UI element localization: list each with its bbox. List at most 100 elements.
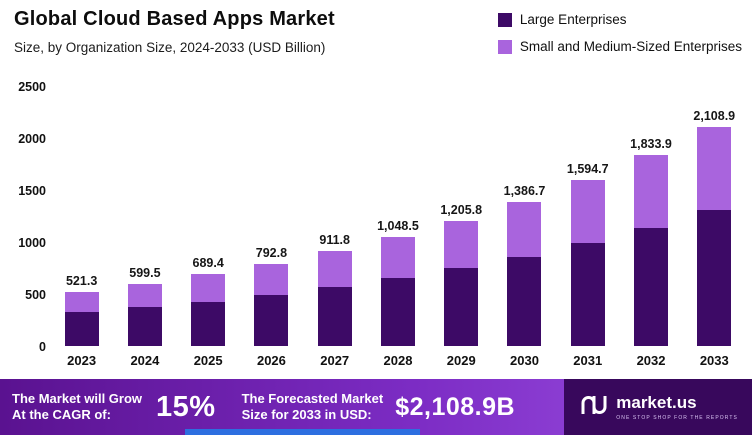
- cagr-value: 15%: [156, 390, 216, 423]
- bar-segment-sme: [317, 251, 352, 288]
- bar-total-label: 1,594.7: [566, 162, 609, 177]
- forecast-label-line2: Size for 2033 in USD:: [241, 407, 372, 422]
- x-axis-label: 2023: [67, 352, 97, 368]
- forecast-label: The Forecasted Market Size for 2033 in U…: [230, 391, 384, 424]
- legend: Large Enterprises Small and Medium-Sized…: [497, 8, 742, 55]
- bar-segment-large-enterprises: [570, 243, 605, 346]
- bar-segment-large-enterprises: [64, 312, 99, 346]
- marketus-logo-icon: [580, 394, 608, 421]
- bar-segment-sme: [444, 220, 479, 269]
- header: Global Cloud Based Apps Market Size, by …: [14, 8, 742, 55]
- x-axis-label: 2031: [573, 352, 603, 368]
- y-tick-label: 0: [39, 340, 46, 354]
- bar-segment-sme: [64, 291, 99, 313]
- bar-segment-large-enterprises: [380, 278, 415, 346]
- brand-name: market.us: [616, 393, 697, 412]
- bar-segment-sme: [127, 283, 162, 308]
- cagr-label: The Market will Grow At the CAGR of:: [0, 391, 142, 424]
- y-tick-label: 2000: [18, 132, 46, 146]
- footer-banner: The Market will Grow At the CAGR of: 15%…: [0, 379, 752, 435]
- bar-column-2026: 792.8 2026: [240, 86, 303, 374]
- brand-text: market.us One Stop Shop For The Reports: [616, 393, 738, 421]
- bar-stack: [317, 251, 352, 346]
- cagr-label-line1: The Market will Grow: [12, 390, 143, 406]
- title-block: Global Cloud Based Apps Market Size, by …: [14, 8, 335, 55]
- x-axis-label: 2033: [699, 352, 729, 368]
- legend-label: Large Enterprises: [519, 12, 627, 27]
- bar-stack: [191, 274, 226, 346]
- bar-segment-sme: [697, 126, 732, 211]
- bar-total-label: 1,205.8: [440, 202, 483, 217]
- chart-subtitle: Size, by Organization Size, 2024-2033 (U…: [14, 40, 326, 55]
- bar-segment-large-enterprises: [444, 268, 479, 346]
- bar-total-label: 689.4: [192, 256, 224, 271]
- x-axis-label: 2024: [130, 352, 160, 368]
- bar-stack: [380, 236, 415, 346]
- forecast-label-line1: The Forecasted Market: [241, 390, 384, 406]
- bar-stack: [254, 263, 289, 346]
- bar-total-label: 521.3: [65, 273, 98, 288]
- x-axis-label: 2026: [256, 352, 286, 368]
- bar-stack: [697, 126, 732, 346]
- bar-stack: [507, 201, 542, 346]
- bar-stack: [64, 291, 99, 346]
- x-axis-label: 2032: [636, 352, 666, 368]
- bar-segment-sme: [570, 180, 605, 244]
- bar-segment-sme: [380, 236, 415, 279]
- bar-stack: [570, 180, 605, 346]
- y-tick-label: 2500: [18, 80, 46, 94]
- bar-segment-sme: [507, 201, 542, 257]
- x-axis-label: 2030: [510, 352, 539, 368]
- bar-segment-large-enterprises: [634, 227, 669, 346]
- plot-area: 521.3 2023 599.5 2024 689.4 2025 792.8 2026 911.…: [50, 86, 746, 374]
- bar-total-label: 911.8: [319, 233, 350, 248]
- bar-stack: [634, 155, 669, 346]
- bar-column-2023: 521.3 2023: [50, 86, 113, 374]
- bar-column-2033: 2,108.9 2033: [683, 86, 746, 374]
- bar-segment-sme: [191, 274, 226, 302]
- x-axis-label: 2028: [383, 352, 413, 368]
- bar-total-label: 1,386.7: [503, 183, 546, 198]
- bar-segment-sme: [634, 155, 669, 228]
- y-axis: 0 500 1000 1500 2000 2500: [8, 80, 50, 354]
- bar-total-label: 1,048.5: [377, 218, 419, 233]
- bar-column-2031: 1,594.7 2031: [556, 86, 619, 374]
- cagr-label-line2: At the CAGR of:: [12, 407, 111, 422]
- legend-item-sme: Small and Medium-Sized Enterprises: [497, 39, 742, 54]
- bar-column-2029: 1,205.8 2029: [430, 86, 493, 374]
- bar-total-label: 599.5: [129, 265, 161, 280]
- stacked-bar-chart: 0 500 1000 1500 2000 2500 521.3 2023 599.5 2024 6…: [8, 80, 746, 374]
- x-axis-label: 2027: [320, 352, 350, 368]
- bar-total-label: 1,833.9: [630, 137, 672, 152]
- brand-block: market.us One Stop Shop For The Reports: [564, 379, 752, 435]
- bar-segment-large-enterprises: [127, 307, 162, 346]
- bar-segment-sme: [254, 263, 289, 295]
- bar-column-2027: 911.8 2027: [303, 86, 366, 374]
- legend-swatch-dark: [497, 12, 512, 27]
- chart-title: Global Cloud Based Apps Market: [14, 8, 335, 30]
- bar-total-label: 792.8: [255, 245, 288, 260]
- x-axis-label: 2029: [446, 352, 476, 368]
- bar-segment-large-enterprises: [507, 256, 542, 346]
- bar-stack: [444, 220, 479, 346]
- brand-tagline: One Stop Shop For The Reports: [616, 415, 738, 421]
- bottom-blue-bar: [185, 429, 420, 435]
- bar-stack: [127, 283, 162, 346]
- y-tick-label: 1000: [18, 236, 46, 250]
- bar-segment-large-enterprises: [254, 294, 289, 346]
- y-tick-label: 1500: [18, 184, 46, 198]
- x-axis-label: 2025: [193, 352, 223, 368]
- bar-column-2030: 1,386.7 2030: [493, 86, 556, 374]
- bar-segment-large-enterprises: [317, 287, 352, 346]
- legend-item-large-enterprises: Large Enterprises: [497, 12, 742, 27]
- bar-column-2024: 599.5 2024: [113, 86, 176, 374]
- bar-segment-large-enterprises: [191, 301, 226, 346]
- forecast-value: $2,108.9B: [395, 392, 516, 421]
- y-tick-label: 500: [25, 288, 46, 302]
- bar-column-2025: 689.4 2025: [177, 86, 240, 374]
- bar-column-2028: 1,048.5 2028: [366, 86, 429, 374]
- bar-segment-large-enterprises: [697, 210, 732, 346]
- bar-total-label: 2,108.9: [693, 108, 736, 123]
- bar-column-2032: 1,833.9 2032: [619, 86, 682, 374]
